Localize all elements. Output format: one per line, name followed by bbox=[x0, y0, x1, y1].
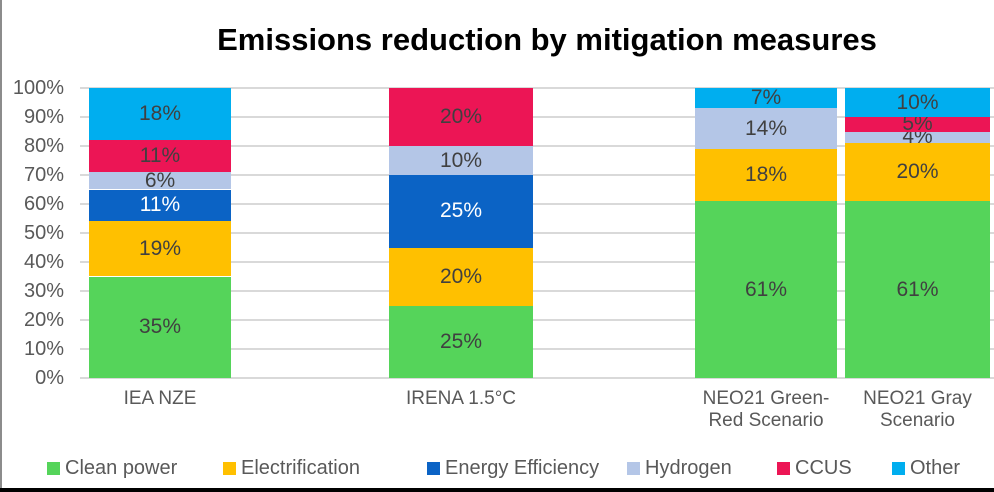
bar-segment-label: 18% bbox=[744, 162, 788, 186]
y-axis-tick-100: 100% bbox=[12, 77, 64, 99]
gridline-90 bbox=[80, 116, 994, 118]
legend-item-clean-power: Clean power bbox=[47, 456, 177, 480]
bar-segment-neo21-green-red-scenario-hydrogen: 14% bbox=[695, 108, 837, 149]
bar-segment-label: 35% bbox=[138, 315, 182, 339]
legend-swatch-ccus bbox=[777, 461, 790, 475]
y-axis-tick-40: 40% bbox=[23, 251, 64, 273]
bar-segment-label: 25% bbox=[439, 329, 483, 353]
bar-segment-label: 11% bbox=[139, 144, 181, 168]
chart-title: Emissions reduction by mitigation measur… bbox=[217, 22, 877, 57]
y-axis-tick-0: 0% bbox=[35, 367, 64, 389]
bar-segment-neo21-gray-scenario-electrification: 20% bbox=[845, 143, 990, 202]
bar-segment-label: 61% bbox=[744, 277, 788, 301]
gridline-0 bbox=[80, 377, 994, 379]
bar-segment-label: 6% bbox=[144, 168, 176, 192]
y-axis-tick-30: 30% bbox=[23, 280, 64, 302]
bar-segment-label: 19% bbox=[138, 236, 182, 260]
bar-segment-label: 20% bbox=[896, 160, 939, 184]
slide-bottom-border bbox=[0, 488, 994, 492]
gridline-10 bbox=[80, 348, 994, 350]
gridline-100 bbox=[80, 87, 994, 89]
y-axis-tick-90: 90% bbox=[23, 106, 64, 128]
legend-label-energy-efficiency: Energy Efficiency bbox=[445, 456, 600, 479]
bar-segment-neo21-green-red-scenario-clean-power: 61% bbox=[695, 201, 837, 378]
legend-label-other: Other bbox=[910, 456, 961, 479]
y-axis-tick-70: 70% bbox=[23, 164, 64, 186]
x-axis-label-irena-1-5-c: IRENA 1.5°C bbox=[405, 388, 517, 409]
legend-item-ccus: CCUS bbox=[777, 456, 852, 480]
bar-segment-neo21-green-red-scenario-electrification: 18% bbox=[695, 148, 837, 202]
y-axis-tick-20: 20% bbox=[23, 309, 64, 331]
x-axis-label-iea-nze: IEA NZE bbox=[123, 388, 197, 409]
bar-segment-label: 7% bbox=[750, 86, 782, 110]
legend-label-clean-power: Clean power bbox=[65, 456, 178, 479]
bar-segment-irena-1-5-c-hydrogen: 10% bbox=[389, 146, 533, 175]
bar-segment-iea-nze-clean-power: 35% bbox=[89, 276, 231, 378]
bar-segment-iea-nze-ccus: 11% bbox=[89, 140, 231, 173]
bar-segment-iea-nze-hydrogen: 6% bbox=[89, 168, 231, 192]
x-axis-label-neo21-green-red-scenario: NEO21 Green- Red Scenario bbox=[702, 388, 830, 431]
bar-segment-label: 61% bbox=[896, 277, 939, 301]
bar-segment-label: 20% bbox=[439, 105, 483, 128]
bar-segment-label: 10% bbox=[439, 148, 483, 172]
bar-segment-label: 11% bbox=[139, 193, 181, 217]
slide-left-border bbox=[0, 0, 2, 492]
bar-segment-irena-1-5-c-electrification: 20% bbox=[389, 247, 533, 306]
gridline-30 bbox=[80, 290, 994, 292]
bar-segment-label: 18% bbox=[138, 102, 182, 126]
bar-segment-neo21-gray-scenario-other: 10% bbox=[845, 88, 990, 117]
bar-segment-label: 5% bbox=[902, 112, 933, 136]
bar-segment-neo21-gray-scenario-clean-power: 61% bbox=[845, 201, 990, 378]
gridline-60 bbox=[80, 203, 994, 205]
bar-segment-neo21-gray-scenario-ccus: 5% bbox=[845, 113, 990, 135]
bar-segment-irena-1-5-c-ccus: 20% bbox=[389, 88, 533, 146]
legend-item-energy-efficiency: Energy Efficiency bbox=[427, 456, 599, 480]
gridline-80 bbox=[80, 145, 994, 147]
bar-segment-iea-nze-energy-efficiency: 11% bbox=[89, 189, 231, 222]
y-axis-tick-60: 60% bbox=[23, 193, 64, 215]
bar-segment-label: 25% bbox=[439, 199, 483, 223]
x-axis-label-neo21-gray-scenario: NEO21 Gray Scenario bbox=[863, 388, 972, 431]
legend-swatch-other bbox=[892, 461, 905, 475]
legend-label-electrification: Electrification bbox=[241, 456, 360, 479]
bar-segment-irena-1-5-c-energy-efficiency: 25% bbox=[389, 175, 533, 248]
gridline-20 bbox=[80, 319, 994, 321]
bar-segment-irena-1-5-c-clean-power: 25% bbox=[389, 305, 533, 378]
legend-swatch-hydrogen bbox=[627, 461, 640, 475]
gridline-40 bbox=[80, 261, 994, 263]
y-axis-tick-10: 10% bbox=[23, 338, 64, 360]
bar-segment-label: 20% bbox=[439, 264, 483, 288]
legend-item-other: Other bbox=[892, 456, 960, 480]
bar-segment-label: 10% bbox=[896, 90, 939, 114]
bar-segment-neo21-green-red-scenario-other: 7% bbox=[695, 86, 837, 110]
legend-label-ccus: CCUS bbox=[795, 456, 852, 479]
legend-item-electrification: Electrification bbox=[223, 456, 360, 480]
legend-swatch-energy-efficiency bbox=[427, 461, 440, 475]
y-axis-tick-50: 50% bbox=[23, 222, 64, 244]
y-axis-tick-80: 80% bbox=[23, 135, 64, 157]
legend-item-hydrogen: Hydrogen bbox=[627, 456, 732, 480]
gridline-70 bbox=[80, 174, 994, 176]
bar-segment-iea-nze-electrification: 19% bbox=[89, 221, 231, 277]
bar-segment-label: 14% bbox=[744, 116, 788, 140]
gridline-50 bbox=[80, 232, 994, 234]
legend-swatch-clean-power bbox=[47, 461, 60, 475]
legend-swatch-electrification bbox=[223, 461, 236, 475]
legend-label-hydrogen: Hydrogen bbox=[645, 456, 732, 479]
bar-segment-iea-nze-other: 18% bbox=[89, 88, 231, 141]
